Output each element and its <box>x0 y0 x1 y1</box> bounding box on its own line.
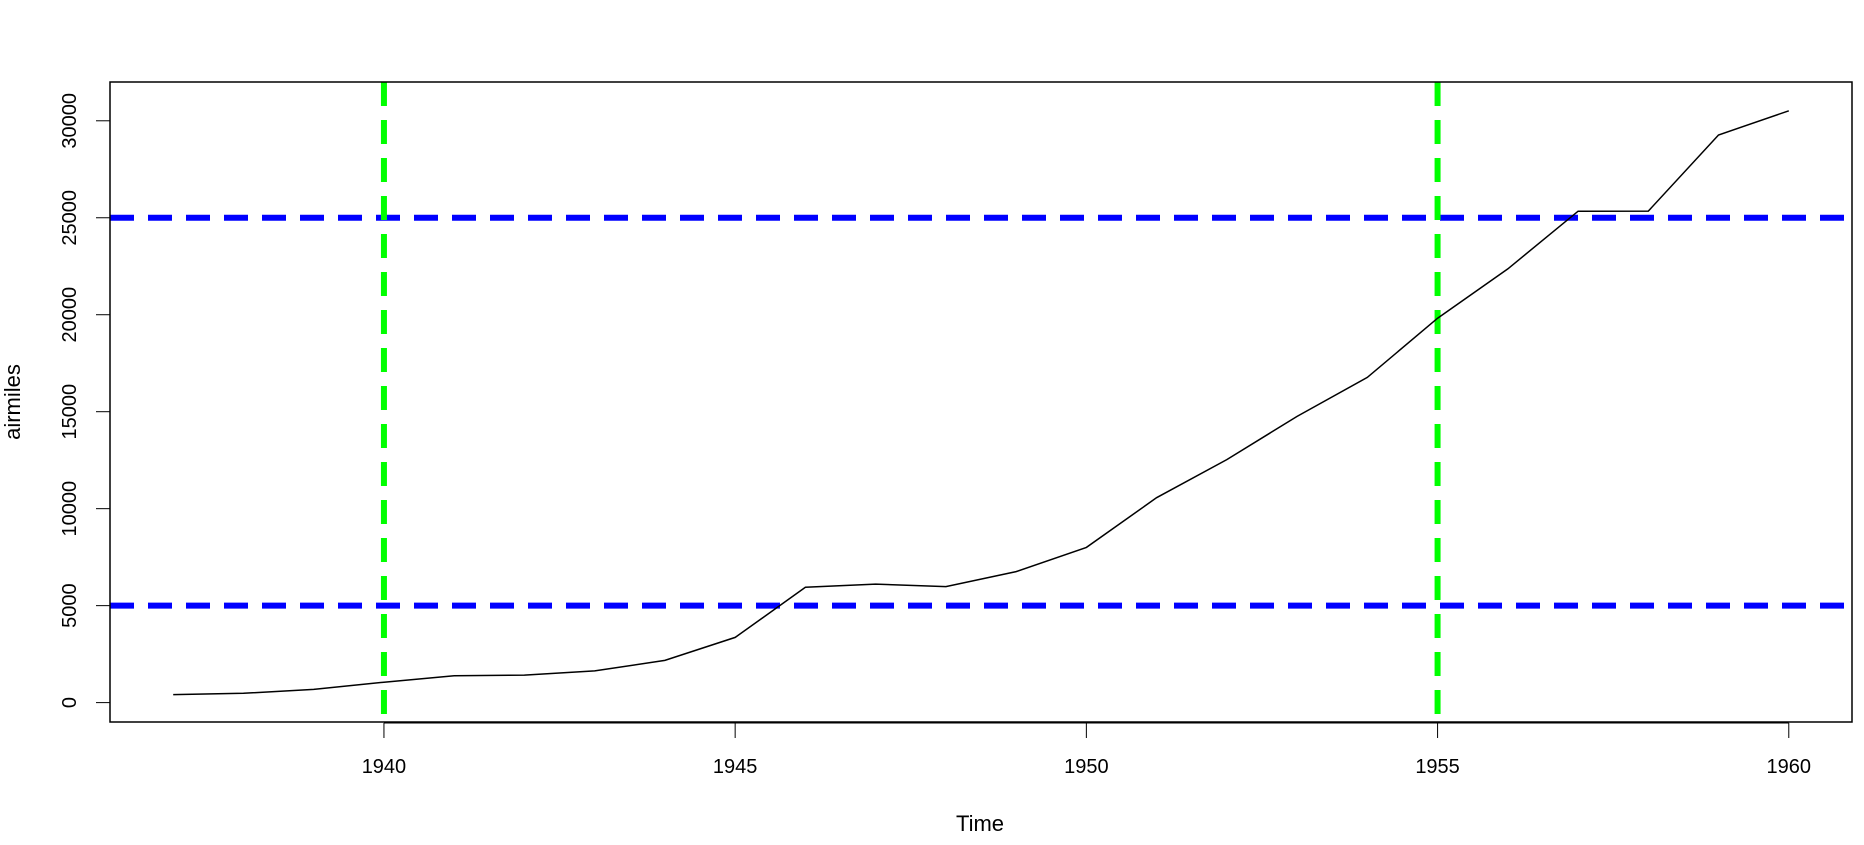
x-tick-label-1940: 1940 <box>362 756 407 778</box>
plot-frame <box>109 81 1853 723</box>
x-tick-label-1955: 1955 <box>1415 756 1460 778</box>
y-tick-label-20000: 20000 <box>59 287 81 343</box>
y-tick-label-10000: 10000 <box>59 481 81 537</box>
series-group <box>173 110 1790 696</box>
x-tick-label-1950: 1950 <box>1064 756 1109 778</box>
y-tick-label-0: 0 <box>59 697 81 708</box>
x-tick-label-1945: 1945 <box>713 756 758 778</box>
y-axis: 0 5000 10000 15000 20000 25000 30000 <box>59 93 111 708</box>
y-tick-label-25000: 25000 <box>59 190 81 246</box>
reference-lines <box>110 82 1852 722</box>
x-axis: 1940 1945 1950 1955 1960 <box>362 722 1812 778</box>
series-line-0 <box>173 110 1790 696</box>
x-tick-label-1960: 1960 <box>1767 756 1812 778</box>
y-tick-label-5000: 5000 <box>59 583 81 628</box>
y-tick-label-30000: 30000 <box>59 93 81 149</box>
y-axis-title: airmiles <box>0 364 25 440</box>
x-axis-title: Time <box>956 811 1004 836</box>
y-tick-label-15000: 15000 <box>59 384 81 440</box>
